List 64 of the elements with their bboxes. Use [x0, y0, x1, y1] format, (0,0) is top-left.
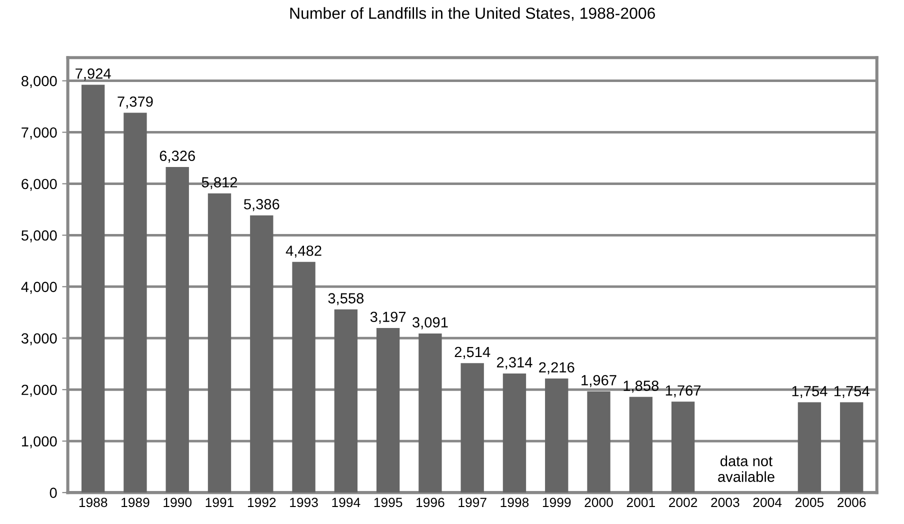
data-label: 4,482 — [286, 246, 322, 258]
data-label: 1,967 — [582, 375, 616, 388]
x-tick-label: 2001 — [626, 498, 655, 508]
data-label: 1,754 — [834, 386, 870, 398]
bar — [545, 378, 568, 493]
data-label: 3,091 — [412, 317, 448, 330]
bar — [587, 391, 610, 493]
bar — [166, 166, 189, 493]
y-tick-label: 7,000 — [22, 127, 57, 140]
bar — [460, 363, 484, 493]
data-label: 1,754 — [792, 386, 828, 398]
x-tick-label: 2002 — [669, 498, 698, 508]
bar — [798, 402, 822, 493]
data-label: 2,314 — [496, 357, 532, 370]
data-label: 2,216 — [539, 362, 574, 374]
x-tick-label: 1989 — [122, 498, 150, 508]
x-tick-label: 1994 — [332, 498, 360, 508]
bar — [81, 84, 105, 493]
x-tick-label: 1988 — [79, 498, 108, 508]
data-label: 1,767 — [666, 385, 701, 398]
data-label: 6,326 — [160, 150, 195, 163]
y-tick-label: 1,000 — [22, 436, 57, 448]
y-tick-label: 0 — [50, 488, 57, 498]
x-tick-label: 1992 — [248, 498, 276, 508]
y-tick-label: 2,000 — [22, 384, 57, 397]
data-label: 3,197 — [370, 312, 406, 324]
x-tick-label: 1991 — [206, 498, 234, 508]
x-tick-label: 1993 — [290, 498, 318, 508]
x-tick-label: 2006 — [838, 498, 866, 508]
x-tick-label: 1999 — [542, 498, 571, 508]
y-tick-label: 3,000 — [21, 333, 57, 346]
x-tick-label: 2005 — [795, 498, 824, 508]
data-label: 5,386 — [244, 199, 280, 212]
data-label: 3,558 — [328, 293, 364, 306]
y-tick-label: 6,000 — [22, 178, 57, 191]
y-tick-label: 5,000 — [21, 230, 57, 242]
x-tick-label: 1990 — [164, 498, 192, 508]
y-tick-label: 8,000 — [22, 76, 57, 88]
bar — [671, 402, 695, 493]
x-tick-label: 1997 — [458, 498, 486, 508]
x-tick-label: 2004 — [753, 498, 782, 508]
data-label: 1,858 — [624, 380, 659, 393]
x-tick-label: 1998 — [500, 498, 529, 508]
data-label: 7,379 — [118, 96, 153, 109]
chart-title: Number of Landfills in the United States, 1988-2006 — [290, 7, 655, 21]
annotation: data not available — [718, 456, 774, 482]
data-label: 7,924 — [76, 68, 111, 80]
x-tick-label: 2003 — [711, 498, 740, 508]
bar — [502, 373, 526, 493]
bar — [629, 396, 652, 493]
bar — [334, 309, 358, 493]
bar — [292, 262, 316, 493]
bar — [840, 402, 864, 493]
bar — [376, 328, 400, 493]
bar — [124, 112, 147, 493]
x-tick-label: 1996 — [416, 498, 444, 508]
x-tick-label: 1995 — [374, 498, 402, 508]
x-tick-label: 2000 — [584, 498, 613, 508]
bar — [250, 215, 274, 493]
bar — [418, 333, 442, 493]
bar — [208, 193, 232, 493]
data-label: 2,514 — [454, 346, 490, 359]
data-label: 5,812 — [202, 177, 238, 190]
y-tick-label: 4,000 — [21, 282, 57, 294]
